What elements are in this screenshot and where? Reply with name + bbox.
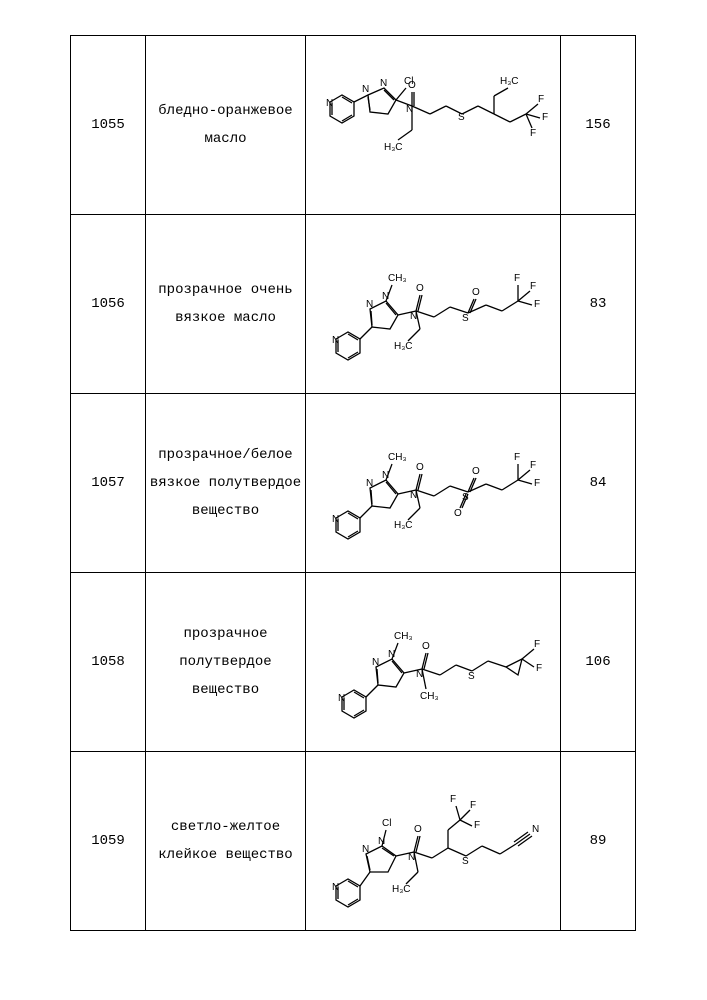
svg-text:N: N: [326, 98, 333, 109]
svg-text:CH₃: CH₃: [388, 452, 407, 463]
svg-text:F: F: [470, 800, 476, 811]
svg-text:N: N: [332, 882, 339, 893]
svg-text:N: N: [338, 693, 345, 704]
svg-text:N: N: [332, 335, 339, 346]
svg-text:F: F: [538, 94, 544, 105]
compound-description: прозрачное/белое вязкое полутвердое веще…: [146, 394, 306, 573]
svg-text:O: O: [414, 824, 422, 835]
compounds-table: 1055 бледно-оранжевое масло: [70, 35, 636, 931]
svg-text:F: F: [530, 460, 536, 471]
svg-text:N: N: [408, 852, 415, 863]
compound-value: 84: [561, 394, 636, 573]
molecule-icon: N N CH₃ O N CH₃ S N F F: [308, 577, 563, 747]
svg-text:N: N: [410, 490, 417, 501]
svg-text:N: N: [378, 836, 385, 847]
svg-text:N: N: [380, 78, 387, 89]
svg-text:F: F: [536, 663, 542, 674]
svg-text:N: N: [388, 649, 395, 660]
table-row: 1057 прозрачное/белое вязкое полутвердое…: [71, 394, 636, 573]
svg-text:O: O: [416, 283, 424, 294]
svg-text:O: O: [408, 80, 416, 91]
molecule-icon: N N CH₃ O N H₃C S O N F F F: [308, 219, 563, 389]
svg-text:S: S: [462, 856, 469, 867]
svg-text:O: O: [416, 462, 424, 473]
svg-text:H₃C: H₃C: [500, 76, 519, 87]
table-row: 1055 бледно-оранжевое масло: [71, 36, 636, 215]
svg-text:F: F: [530, 128, 536, 139]
svg-text:H₃C: H₃C: [394, 341, 413, 352]
svg-text:N: N: [416, 669, 423, 680]
svg-text:N: N: [382, 291, 389, 302]
compound-structure: N N CH₃ O N H₃C O S O N F F F: [306, 394, 561, 573]
svg-text:CH₃: CH₃: [394, 631, 413, 642]
table-row: 1059 светло-желтое клейкое вещество: [71, 752, 636, 931]
compound-value: 89: [561, 752, 636, 931]
svg-text:N: N: [410, 311, 417, 322]
compound-description: прозрачное очень вязкое масло: [146, 215, 306, 394]
compound-id: 1055: [71, 36, 146, 215]
compound-id: 1057: [71, 394, 146, 573]
molecule-icon: N N CH₃ O N H₃C O S O N F F F: [308, 398, 563, 568]
svg-text:S: S: [458, 112, 465, 123]
compound-structure: N N N Cl O N H₃C S H₃C F F F: [306, 36, 561, 215]
svg-text:F: F: [450, 794, 456, 805]
svg-text:CH₃: CH₃: [420, 691, 439, 702]
compound-id: 1058: [71, 573, 146, 752]
svg-text:O: O: [472, 287, 480, 298]
compound-structure: N N CH₃ O N CH₃ S N F F: [306, 573, 561, 752]
svg-text:H₃C: H₃C: [394, 520, 413, 531]
compound-value: 106: [561, 573, 636, 752]
table-row: 1058 прозрачное полутвердое вещество: [71, 573, 636, 752]
svg-text:F: F: [534, 478, 540, 489]
svg-text:N: N: [362, 84, 369, 95]
compound-id: 1059: [71, 752, 146, 931]
compound-structure: N N CH₃ O N H₃C S O N F F F: [306, 215, 561, 394]
compound-structure: N N N Cl O N H₃C S F F F N: [306, 752, 561, 931]
svg-text:N: N: [362, 844, 369, 855]
svg-text:N: N: [332, 514, 339, 525]
molecule-icon: N N N Cl O N H₃C S H₃C F F F: [308, 40, 563, 210]
svg-text:F: F: [530, 281, 536, 292]
svg-text:S: S: [468, 671, 475, 682]
compound-value: 156: [561, 36, 636, 215]
compound-value: 83: [561, 215, 636, 394]
molecule-icon: N N N Cl O N H₃C S F F F N: [308, 756, 563, 926]
svg-text:O: O: [454, 508, 462, 519]
table-row: 1056 прозрачное очень вязкое масло: [71, 215, 636, 394]
svg-text:N: N: [532, 824, 539, 835]
svg-text:N: N: [382, 470, 389, 481]
svg-text:N: N: [372, 657, 379, 668]
svg-text:F: F: [542, 112, 548, 123]
svg-text:O: O: [422, 641, 430, 652]
compound-id: 1056: [71, 215, 146, 394]
svg-text:CH₃: CH₃: [388, 273, 407, 284]
svg-text:S: S: [462, 492, 469, 503]
svg-text:O: O: [472, 466, 480, 477]
svg-text:F: F: [534, 639, 540, 650]
svg-text:Cl: Cl: [382, 818, 391, 829]
svg-text:F: F: [514, 273, 520, 284]
svg-text:F: F: [514, 452, 520, 463]
svg-text:N: N: [366, 478, 373, 489]
svg-text:S: S: [462, 313, 469, 324]
svg-text:H₃C: H₃C: [392, 884, 411, 895]
svg-text:H₃C: H₃C: [384, 142, 403, 153]
compound-description: светло-желтое клейкое вещество: [146, 752, 306, 931]
compound-description: прозрачное полутвердое вещество: [146, 573, 306, 752]
svg-text:F: F: [474, 820, 480, 831]
svg-text:N: N: [366, 299, 373, 310]
svg-text:F: F: [534, 299, 540, 310]
compound-description: бледно-оранжевое масло: [146, 36, 306, 215]
svg-text:N: N: [406, 104, 413, 115]
